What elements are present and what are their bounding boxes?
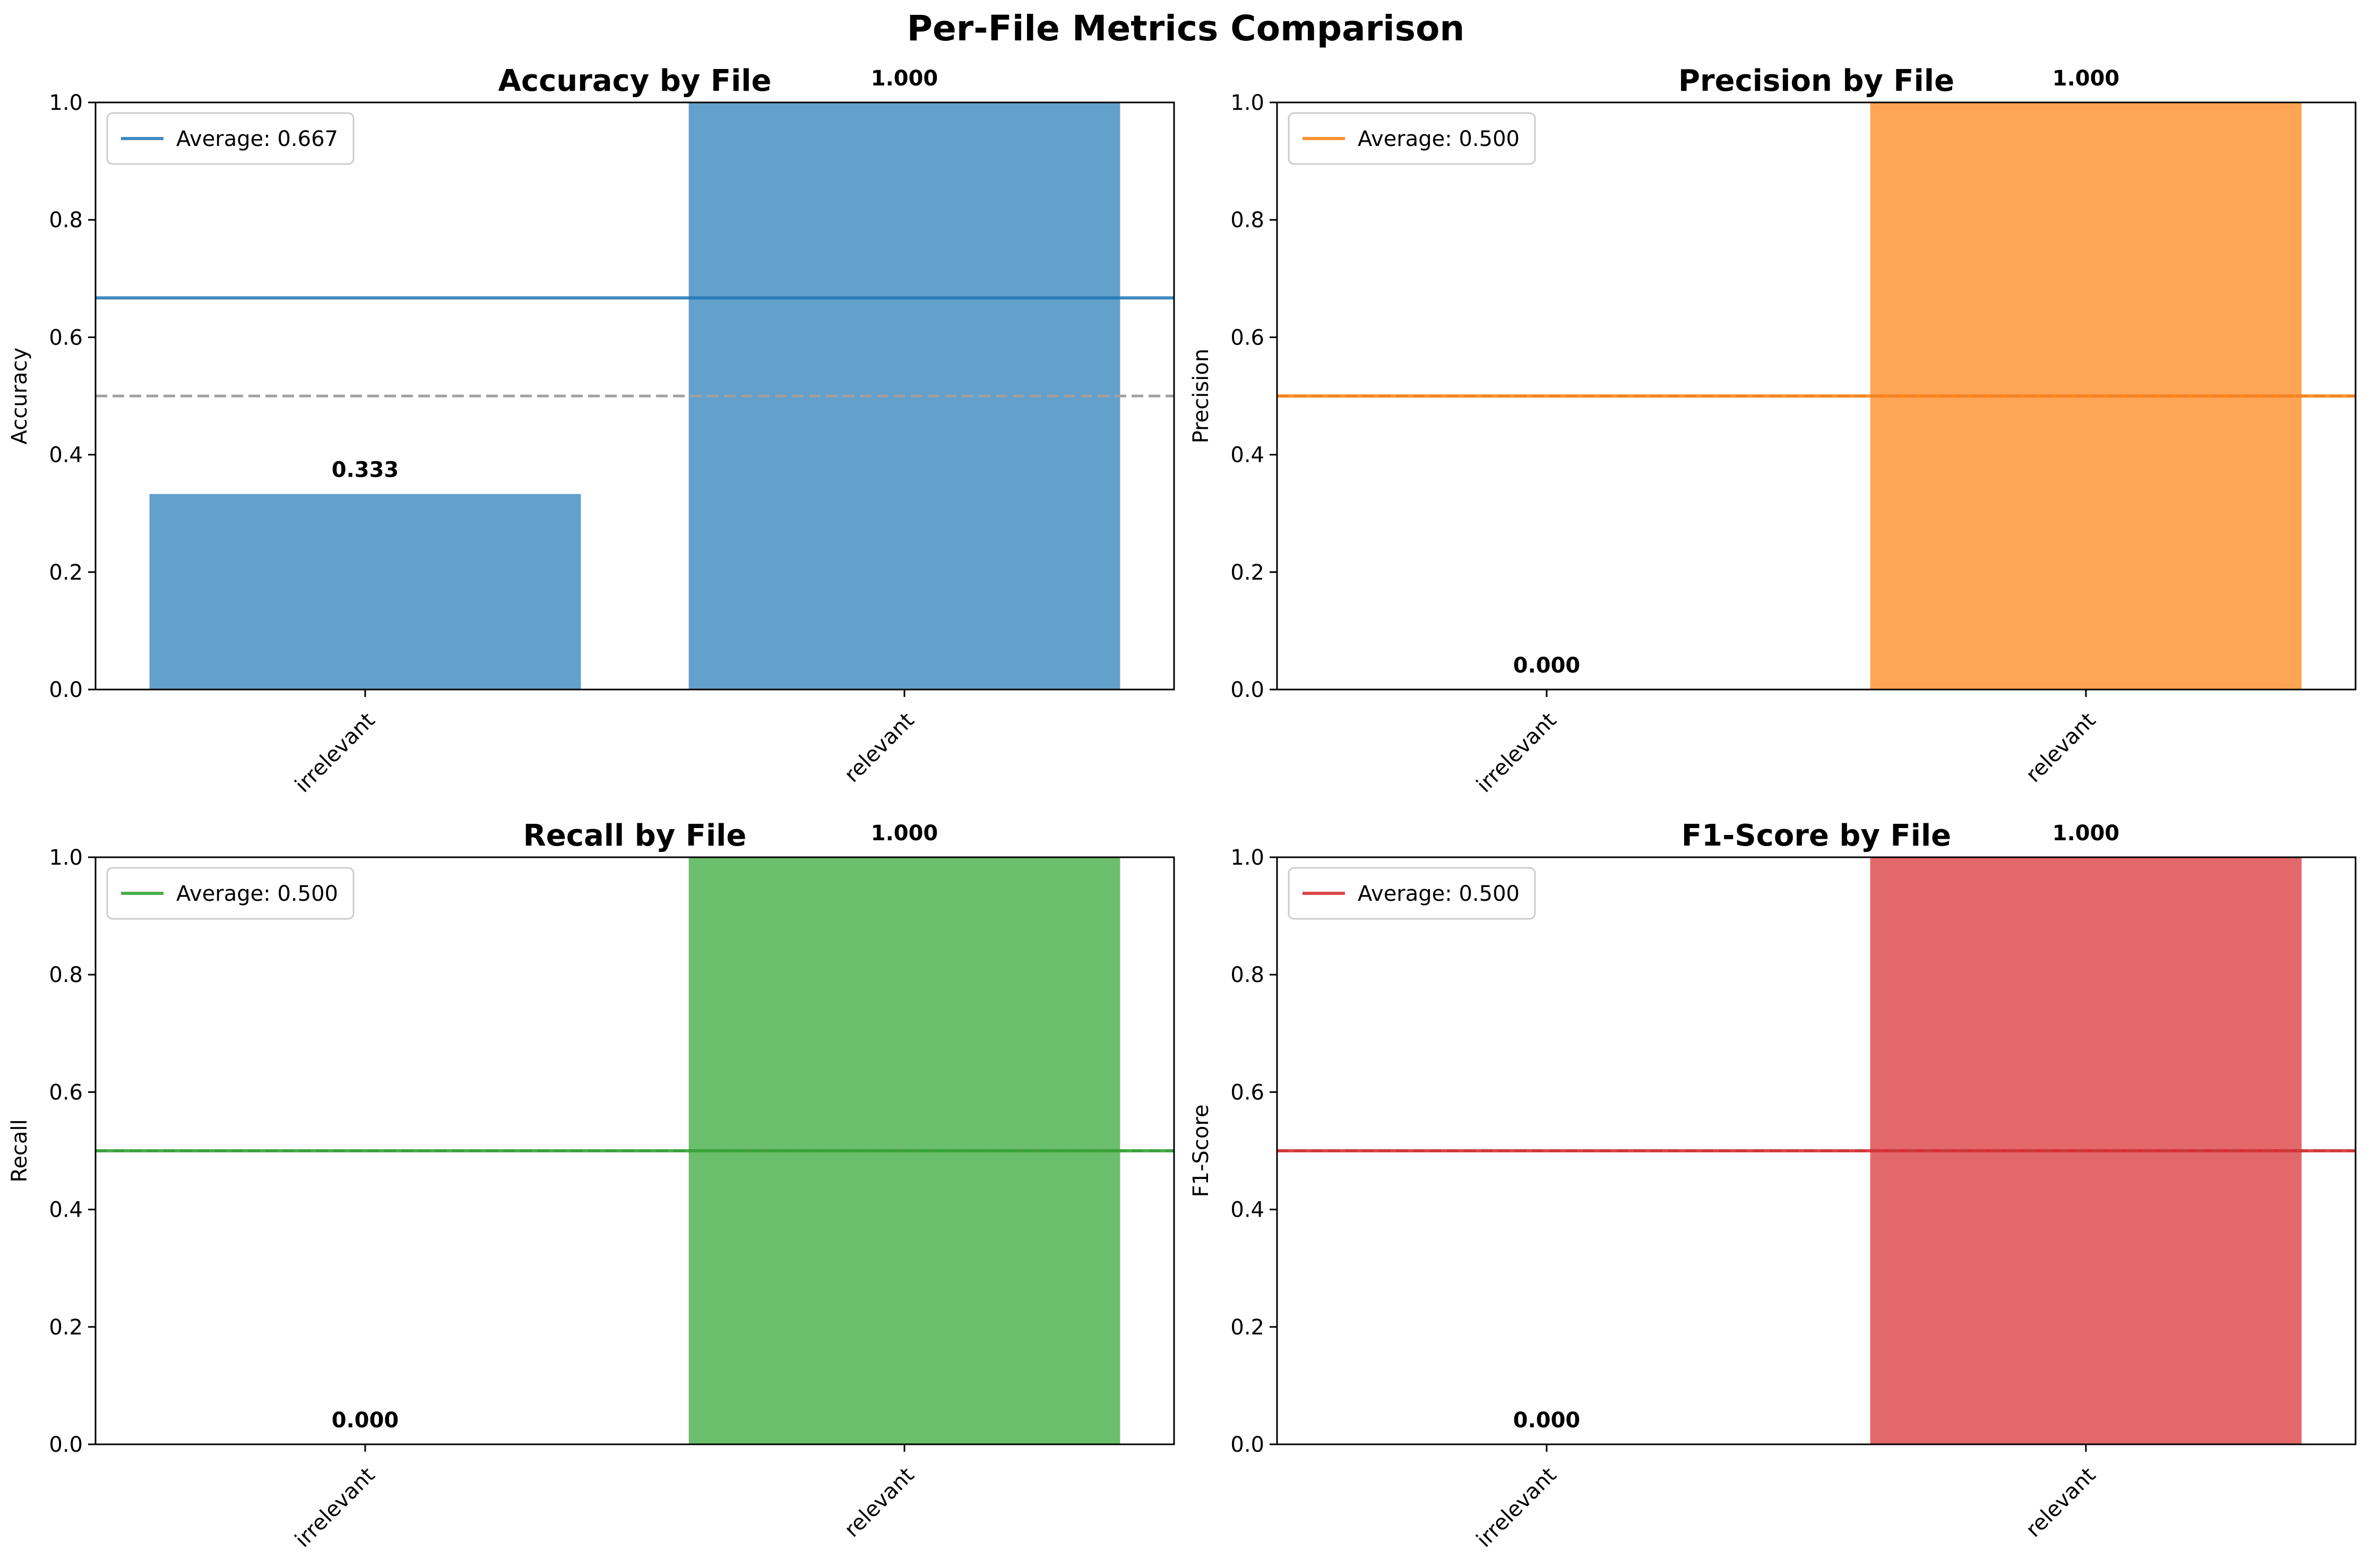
x-tick-label: irrelevant: [1472, 1463, 1561, 1552]
chart-panel: 0.0 0.2 0.4 0.6 0.8 1.0 irrelevant relevant 0.00…: [1189, 819, 2357, 1552]
y-tick-label: 0.8: [49, 963, 83, 987]
y-tick-label: 0.2: [1230, 1315, 1264, 1340]
y-tick-label: 0.0: [49, 678, 83, 702]
y-tick-label: 0.6: [49, 1080, 83, 1105]
axes-frame: [1276, 101, 2357, 691]
panel-title: F1-Score by File: [1681, 819, 1951, 853]
y-axis-label: Recall: [7, 1119, 32, 1182]
bar-value-label: 1.000: [2052, 821, 2120, 846]
y-tick-label: 0.2: [1230, 561, 1264, 585]
y-tick-label: 0.6: [1230, 325, 1264, 350]
x-tick-label: relevant: [840, 708, 919, 787]
y-tick-label: 0.2: [49, 1315, 83, 1340]
x-tick-label: irrelevant: [1472, 708, 1561, 797]
x-tick-label: relevant: [2021, 708, 2100, 787]
legend: Average: 0.667: [106, 112, 355, 165]
y-tick-label: 0.8: [49, 208, 83, 232]
figure-title: Per-File Metrics Comparison: [907, 8, 1465, 49]
y-tick-label: 0.6: [1230, 1080, 1264, 1105]
legend-label: Average: 0.500: [1358, 127, 1520, 151]
y-tick-label: 0.0: [49, 1433, 83, 1457]
bar: [149, 494, 581, 690]
chart-panel: 0.0 0.2 0.4 0.6 0.8 1.0 irrelevant relevant 0.00…: [7, 819, 1175, 1552]
axes-frame: [94, 856, 1175, 1445]
chart-panels: 0.0 0.2 0.4 0.6 0.8 1.0 irrelevant relevant 0.33…: [7, 64, 2357, 1552]
y-tick-label: 0.4: [1230, 443, 1264, 468]
y-tick-label: 0.4: [49, 443, 83, 468]
bar-value-label: 0.000: [1513, 653, 1581, 678]
y-tick-label: 1.0: [49, 846, 83, 870]
y-tick-label: 0.0: [1230, 678, 1264, 702]
chart-panel: 0.0 0.2 0.4 0.6 0.8 1.0 irrelevant relevant 0.00…: [1189, 64, 2357, 797]
bar-value-label: 1.000: [871, 66, 938, 91]
bar-value-label: 1.000: [2052, 66, 2120, 91]
y-tick-label: 0.0: [1230, 1433, 1264, 1457]
y-tick-label: 0.8: [1230, 208, 1264, 232]
y-axis-label: Precision: [1189, 349, 1213, 443]
legend: Average: 0.500: [1288, 112, 1536, 165]
y-tick-label: 0.6: [49, 325, 83, 350]
legend-label: Average: 0.667: [176, 127, 338, 151]
legend-label: Average: 0.500: [176, 882, 338, 906]
legend-box: [106, 112, 355, 165]
y-tick-label: 0.4: [49, 1198, 83, 1222]
x-tick-label: relevant: [840, 1463, 919, 1542]
y-tick-label: 1.0: [1230, 846, 1264, 870]
axes-frame: [94, 101, 1175, 691]
legend: Average: 0.500: [106, 867, 355, 920]
legend-label: Average: 0.500: [1358, 882, 1520, 906]
y-tick-label: 0.4: [1230, 1198, 1264, 1222]
x-tick-label: relevant: [2021, 1463, 2100, 1542]
axes-frame: [1276, 856, 2357, 1445]
x-tick-label: irrelevant: [290, 708, 379, 797]
y-tick-label: 1.0: [1230, 91, 1264, 115]
legend: Average: 0.500: [1288, 867, 1536, 920]
bar-value-label: 0.000: [332, 1408, 399, 1433]
legend-box: [106, 867, 355, 920]
legend-box: [1288, 112, 1536, 165]
bar-value-label: 0.000: [1513, 1408, 1581, 1433]
panel-title: Recall by File: [523, 819, 747, 853]
panel-title: Accuracy by File: [498, 64, 772, 98]
legend-box: [1288, 867, 1536, 920]
bar-value-label: 0.333: [332, 458, 399, 483]
y-tick-label: 1.0: [49, 91, 83, 115]
bar-value-label: 1.000: [871, 821, 938, 846]
chart-panel: 0.0 0.2 0.4 0.6 0.8 1.0 irrelevant relevant 0.33…: [7, 64, 1175, 797]
panel-title: Precision by File: [1678, 64, 1954, 98]
y-tick-label: 0.2: [49, 561, 83, 585]
y-tick-label: 0.8: [1230, 963, 1264, 987]
x-tick-label: irrelevant: [290, 1463, 379, 1552]
y-axis-label: F1-Score: [1189, 1105, 1213, 1197]
y-axis-label: Accuracy: [7, 348, 32, 445]
